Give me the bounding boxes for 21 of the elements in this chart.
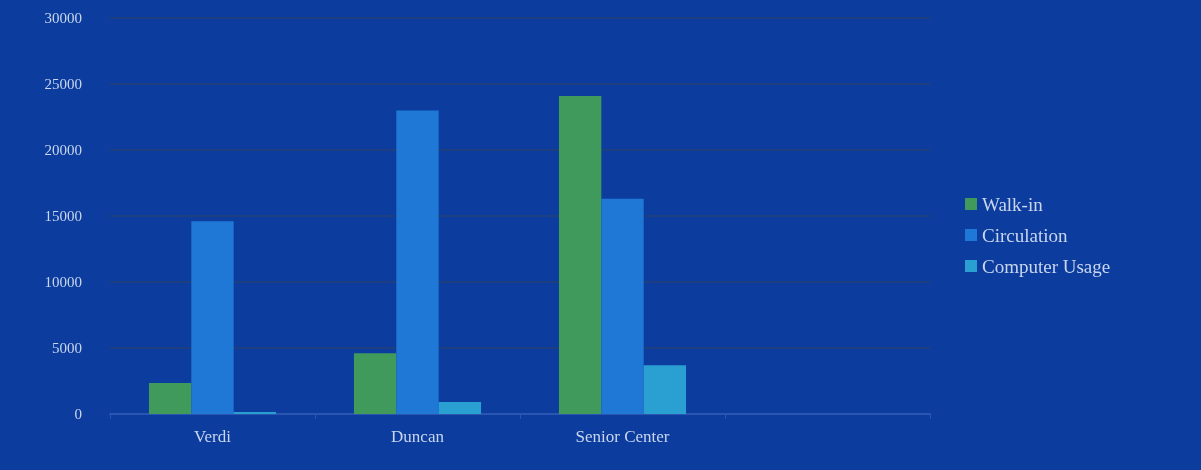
x-tick-label: Duncan	[391, 427, 445, 446]
y-tick-label: 25000	[44, 76, 82, 92]
x-tick-label: Verdi	[194, 427, 232, 446]
y-tick-label: 5000	[52, 340, 82, 356]
bar	[643, 365, 687, 414]
bar	[396, 110, 439, 414]
legend-label: Walk-in	[982, 193, 1044, 215]
bar	[558, 95, 602, 414]
y-tick-label: 30000	[44, 10, 82, 26]
x-tick-label: Senior Center	[575, 427, 670, 446]
y-tick-label: 0	[74, 406, 82, 422]
bar	[148, 382, 192, 414]
y-tick-label: 15000	[44, 208, 82, 224]
bar	[191, 221, 234, 414]
bar	[353, 353, 397, 414]
bar	[438, 402, 482, 414]
legend-label: Computer Usage	[982, 255, 1111, 277]
bar	[601, 198, 644, 414]
legend-label: Circulation	[982, 224, 1068, 246]
y-tick-label: 20000	[44, 142, 82, 158]
y-tick-label: 10000	[44, 274, 82, 290]
